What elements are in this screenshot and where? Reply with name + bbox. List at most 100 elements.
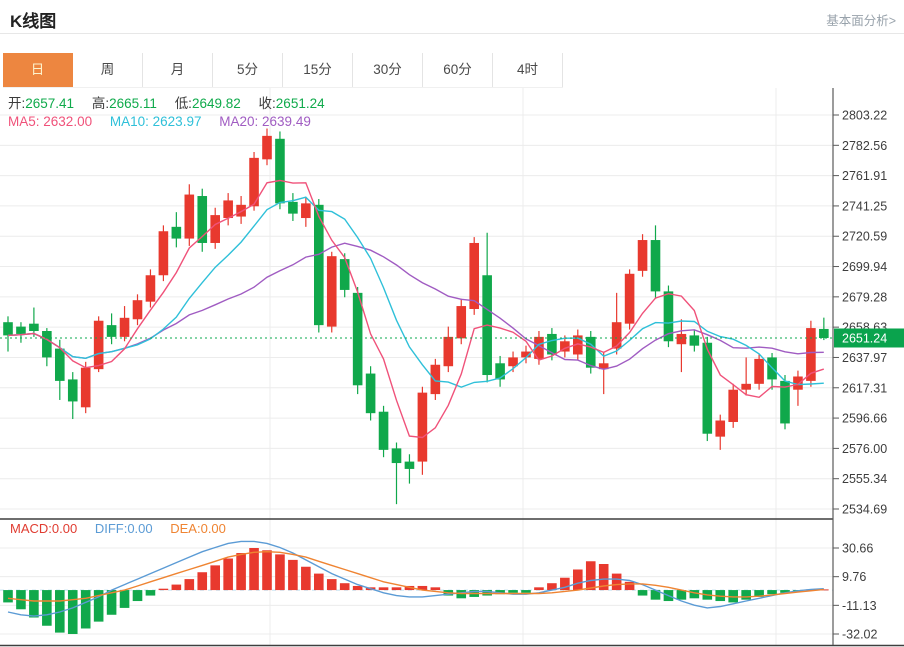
candle[interactable]: [249, 157, 259, 207]
macd-histogram-bar[interactable]: [417, 585, 428, 591]
candle[interactable]: [715, 420, 726, 437]
macd-histogram-bar[interactable]: [624, 581, 635, 591]
candle[interactable]: [171, 226, 182, 239]
macd-histogram-bar[interactable]: [508, 590, 518, 593]
candle[interactable]: [106, 325, 117, 337]
candle[interactable]: [29, 323, 39, 332]
macd-histogram-bar[interactable]: [275, 554, 285, 591]
candle[interactable]: [262, 135, 272, 160]
macd-histogram-bar[interactable]: [676, 590, 687, 600]
candle[interactable]: [378, 411, 389, 450]
candle[interactable]: [521, 351, 531, 358]
candle[interactable]: [611, 322, 622, 349]
candle[interactable]: [288, 201, 298, 214]
macd-histogram-bar[interactable]: [67, 590, 78, 635]
macd-histogram-bar[interactable]: [754, 590, 764, 597]
candle[interactable]: [417, 392, 428, 462]
macd-histogram-bar[interactable]: [326, 579, 337, 591]
macd-histogram-bar[interactable]: [598, 564, 609, 591]
candle[interactable]: [560, 341, 570, 352]
candle[interactable]: [754, 358, 764, 384]
macd-histogram-bar[interactable]: [637, 590, 648, 596]
candle[interactable]: [391, 448, 402, 464]
candle[interactable]: [456, 306, 467, 339]
candle[interactable]: [637, 240, 648, 271]
macd-histogram-bar[interactable]: [534, 587, 544, 591]
macd-histogram-bar[interactable]: [339, 583, 350, 591]
candle[interactable]: [793, 376, 803, 390]
macd-histogram-bar[interactable]: [132, 590, 143, 602]
candle[interactable]: [819, 328, 829, 338]
tab-日[interactable]: 日: [3, 53, 73, 87]
candle[interactable]: [145, 275, 156, 302]
macd-histogram-bar[interactable]: [547, 583, 557, 591]
macd-histogram-bar[interactable]: [80, 590, 91, 629]
macd-histogram-bar[interactable]: [560, 577, 570, 591]
macd-histogram-bar[interactable]: [3, 590, 13, 603]
candle[interactable]: [508, 357, 518, 367]
tab-5分[interactable]: 5分: [213, 53, 283, 87]
tab-15分[interactable]: 15分: [283, 53, 353, 87]
macd-histogram-bar[interactable]: [236, 553, 246, 591]
candle[interactable]: [275, 138, 285, 204]
candle[interactable]: [547, 333, 557, 355]
candle[interactable]: [443, 336, 454, 367]
candle[interactable]: [210, 215, 220, 243]
tab-30分[interactable]: 30分: [353, 53, 423, 87]
candle[interactable]: [314, 204, 324, 326]
candle[interactable]: [3, 322, 13, 336]
candle[interactable]: [404, 461, 415, 469]
candle[interactable]: [741, 383, 751, 390]
macd-histogram-bar[interactable]: [249, 548, 259, 591]
macd-histogram-bar[interactable]: [93, 590, 104, 622]
macd-histogram-bar[interactable]: [301, 566, 311, 591]
candle[interactable]: [534, 336, 544, 359]
candle[interactable]: [573, 335, 583, 355]
macd-histogram-bar[interactable]: [42, 590, 52, 626]
fundamental-analysis-link[interactable]: 基本面分析>: [826, 14, 896, 28]
macd-histogram-bar[interactable]: [521, 590, 531, 593]
candle[interactable]: [93, 320, 104, 370]
macd-histogram-bar[interactable]: [767, 590, 777, 595]
macd-histogram-bar[interactable]: [171, 584, 182, 591]
macd-histogram-bar[interactable]: [145, 590, 156, 596]
macd-histogram-bar[interactable]: [197, 572, 208, 591]
macd-histogram-bar[interactable]: [158, 588, 169, 591]
candle[interactable]: [728, 389, 738, 422]
macd-histogram-bar[interactable]: [391, 587, 402, 591]
candle[interactable]: [132, 300, 143, 320]
candle[interactable]: [42, 331, 52, 358]
candle[interactable]: [184, 194, 195, 239]
candle[interactable]: [806, 328, 816, 381]
candle[interactable]: [158, 231, 169, 276]
candle[interactable]: [339, 259, 350, 290]
candle[interactable]: [469, 242, 479, 309]
candle[interactable]: [702, 342, 713, 434]
candle[interactable]: [663, 291, 674, 342]
candle[interactable]: [598, 363, 609, 370]
candle[interactable]: [236, 204, 246, 217]
candle[interactable]: [650, 240, 661, 292]
macd-histogram-bar[interactable]: [430, 587, 441, 591]
macd-histogram-bar[interactable]: [29, 590, 39, 618]
macd-histogram-bar[interactable]: [106, 590, 117, 615]
macd-histogram-bar[interactable]: [611, 573, 622, 591]
tab-60分[interactable]: 60分: [423, 53, 493, 87]
macd-histogram-bar[interactable]: [210, 565, 220, 591]
macd-histogram-bar[interactable]: [378, 587, 389, 591]
candle[interactable]: [689, 335, 700, 346]
candle[interactable]: [16, 326, 26, 334]
candle[interactable]: [365, 373, 376, 414]
candle[interactable]: [197, 196, 208, 243]
candle[interactable]: [430, 364, 441, 395]
macd-histogram-bar[interactable]: [262, 550, 272, 591]
macd-histogram-bar[interactable]: [119, 590, 130, 608]
macd-histogram-bar[interactable]: [650, 590, 661, 600]
candle[interactable]: [119, 317, 130, 337]
candle[interactable]: [352, 292, 363, 386]
macd-histogram-bar[interactable]: [585, 561, 596, 591]
macd-histogram-bar[interactable]: [223, 558, 233, 591]
candle[interactable]: [80, 367, 91, 408]
macd-histogram-bar[interactable]: [780, 590, 790, 593]
